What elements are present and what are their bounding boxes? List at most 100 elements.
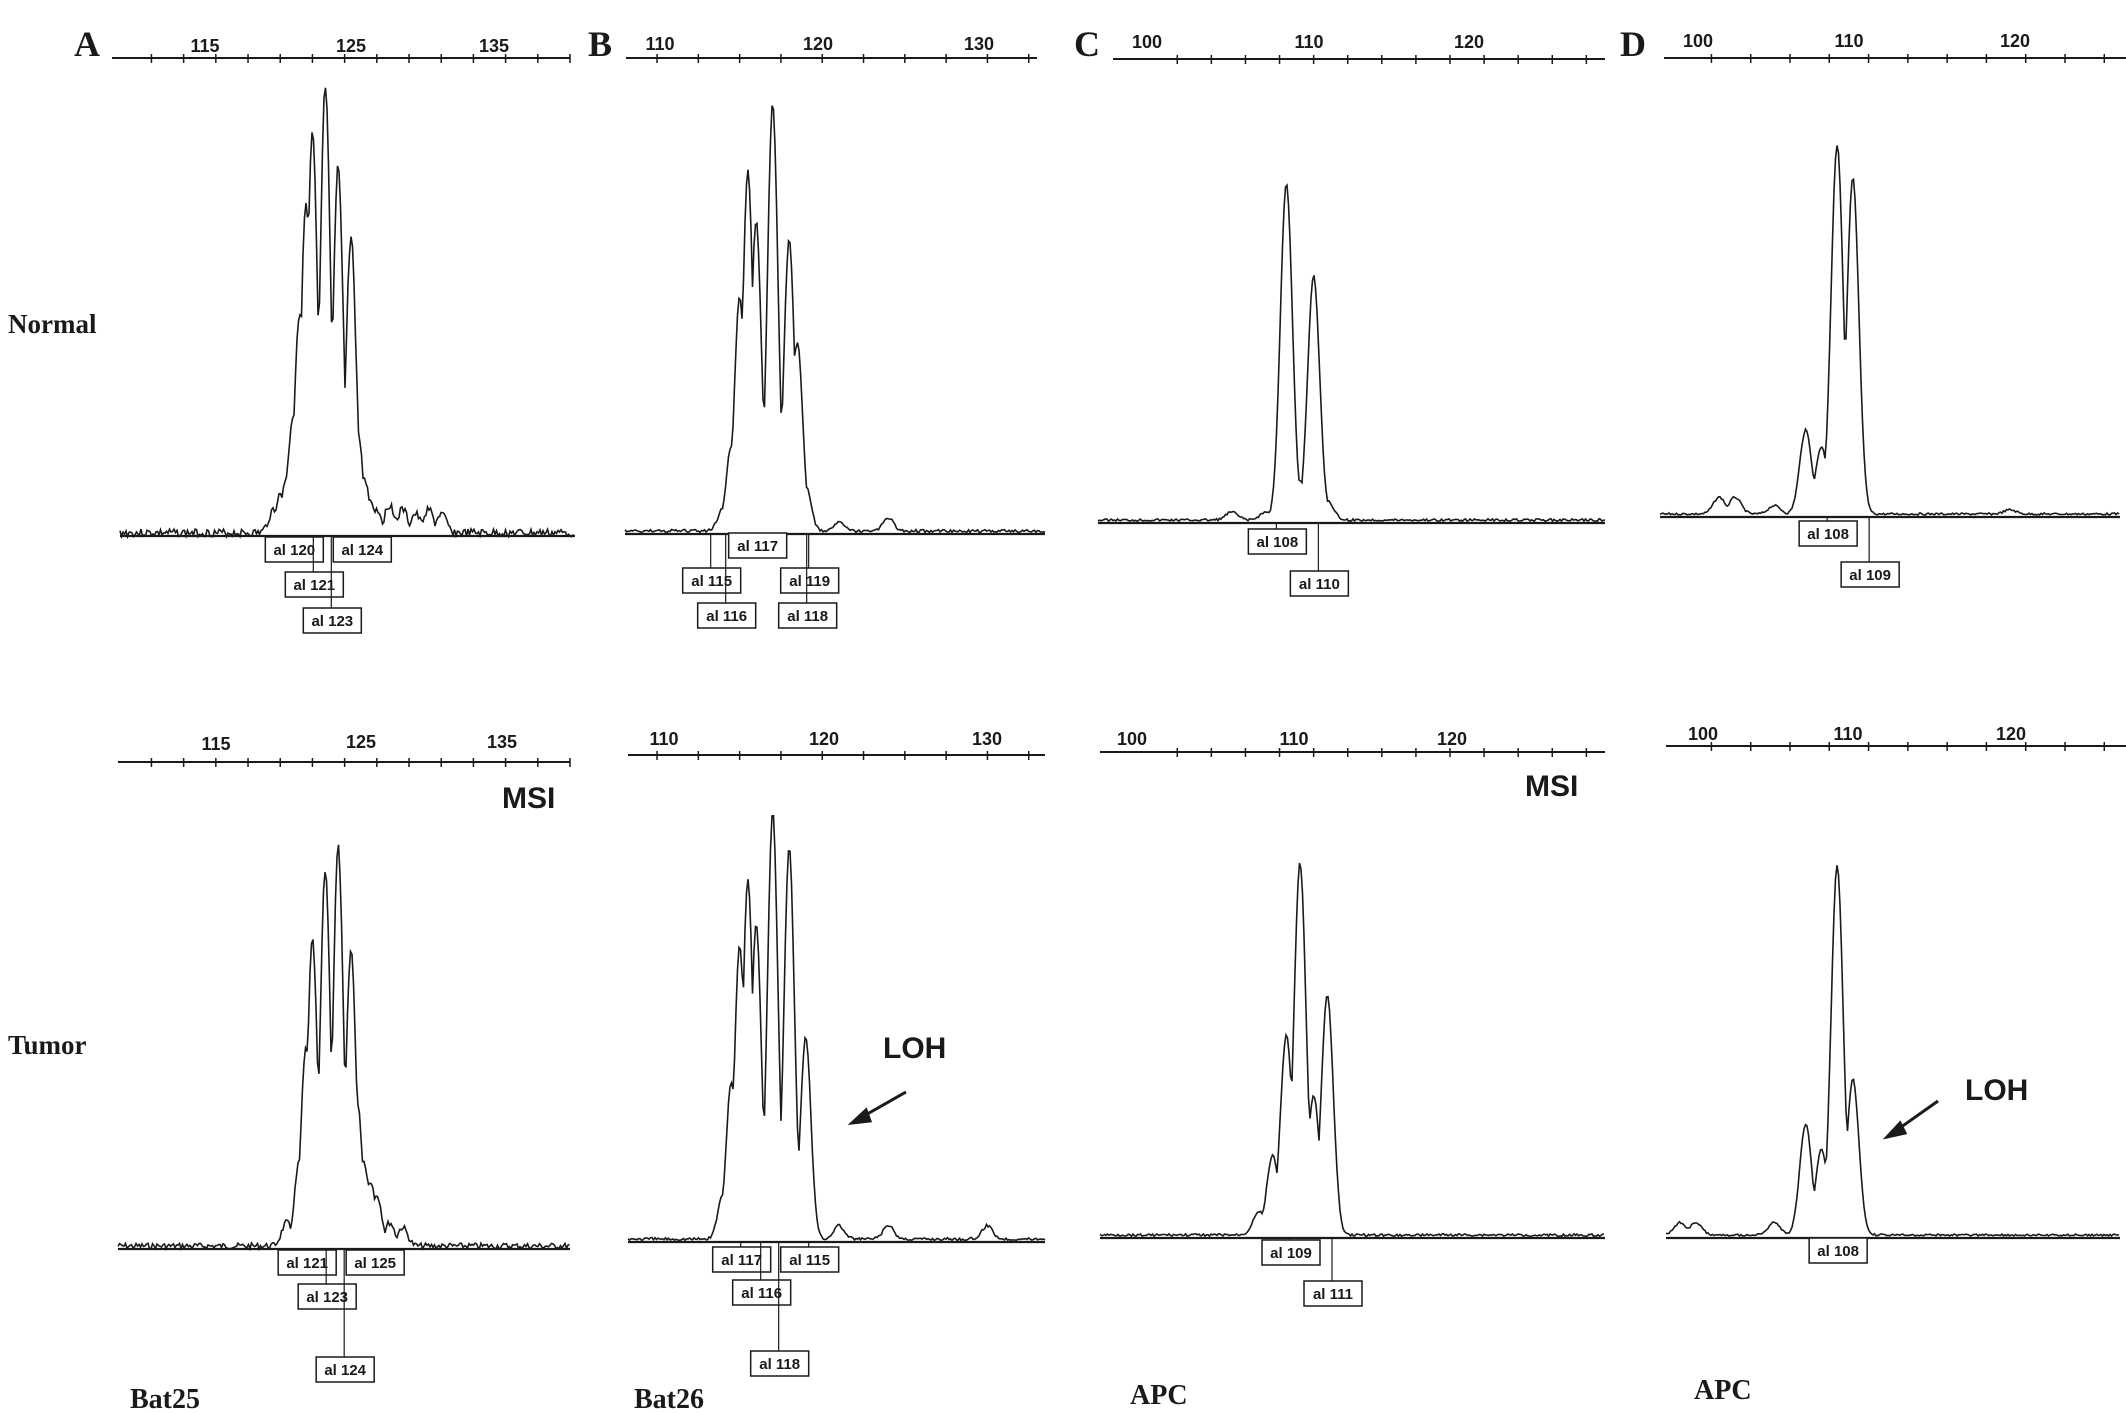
allele-label: al 115 (691, 573, 732, 590)
annotation-msi-c: MSI (1525, 770, 1578, 803)
allele-label: al 116 (741, 1285, 782, 1302)
marker-label-d: APC (1694, 1375, 1752, 1406)
panel-b-normal: 110 120 130 al 117 al 115 al 119 al 116 al 118 (624, 34, 1046, 629)
allele-box (284, 571, 345, 598)
axis-tick-label: 120 (1454, 32, 1484, 52)
signal-trace (627, 814, 1046, 1242)
allele-label: al 121 (286, 1255, 328, 1272)
signal-trace (1665, 865, 2120, 1238)
allele-label: al 118 (787, 608, 828, 625)
allele-label: al 116 (706, 608, 747, 625)
allele-label: al 118 (759, 1356, 800, 1373)
axis-tick-label: 120 (2000, 31, 2030, 51)
annotation-loh-d: LOH (1965, 1074, 2028, 1107)
panel-letter-d: D (1620, 24, 1646, 64)
panel-a-normal: 115 125 135 al 120 al 124 al 121 al 123 (112, 36, 575, 634)
axis-tick-label: 110 (1834, 31, 1863, 51)
annotation-msi-a: MSI (502, 782, 555, 815)
allele-box (681, 567, 742, 594)
loh-arrow-b (847, 1090, 907, 1125)
axis-tick-label: 120 (1437, 729, 1467, 749)
allele-box (345, 1249, 405, 1276)
loh-arrow-d (1882, 1099, 1939, 1140)
panel-letter-a: A (74, 24, 100, 64)
allele-box (749, 1350, 810, 1377)
signal-trace (624, 105, 1046, 534)
allele-box (1808, 1237, 1868, 1264)
allele-label: al 124 (341, 542, 383, 559)
axis-tick-label: 100 (1117, 729, 1147, 749)
axis-tick-label: 125 (346, 732, 376, 752)
allele-box (1798, 520, 1858, 547)
panel-b-tumor: 110 120 130 al 117 al 115 al 116 al 118 (627, 729, 1046, 1377)
allele-box (731, 1279, 792, 1306)
allele-label: al 121 (293, 577, 335, 594)
axis-tick-label: 100 (1683, 31, 1713, 51)
marker-label-a: Bat25 (130, 1384, 200, 1413)
panel-a-tumor: 115 125 135 al 121 al 125 al 123 al 124 (117, 732, 571, 1383)
allele-label: al 125 (354, 1255, 396, 1272)
signal-trace (117, 844, 570, 1252)
axis-tick-label: 100 (1688, 724, 1718, 744)
allele-box (779, 567, 840, 594)
axis-tick-label: 110 (1294, 32, 1323, 52)
allele-label: al 117 (737, 538, 778, 555)
allele-label: al 123 (311, 613, 353, 630)
axis-tick-label: 110 (1833, 724, 1862, 744)
allele-box (1247, 528, 1308, 555)
panel-letter-c: C (1074, 24, 1100, 64)
axis-tick-label: 100 (1132, 32, 1162, 52)
allele-label: al 119 (789, 573, 830, 590)
allele-box (332, 536, 393, 563)
allele-label: al 109 (1270, 1245, 1312, 1262)
allele-label: al 110 (1299, 576, 1340, 593)
allele-label: al 117 (721, 1252, 762, 1269)
panel-d-normal: 100 110 120 al 108 al 109 (1659, 31, 2126, 588)
signal-trace (1659, 145, 2120, 516)
allele-box (696, 602, 757, 629)
axis-tick-label: 110 (645, 34, 674, 54)
axis-tick-label: 115 (201, 734, 230, 754)
allele-box (315, 1356, 375, 1383)
allele-box (302, 607, 363, 634)
axis-tick-label: 115 (190, 36, 219, 56)
allele-label: al 124 (324, 1362, 366, 1379)
allele-box (1261, 1239, 1321, 1266)
panel-letter-b: B (588, 24, 612, 64)
allele-box (297, 1283, 357, 1310)
allele-label: al 111 (1313, 1286, 1353, 1303)
panel-d-tumor: 100 110 120 al 108 (1665, 724, 2126, 1264)
axis-tick-label: 110 (1279, 729, 1308, 749)
allele-box (779, 1246, 840, 1273)
allele-box (1840, 561, 1900, 588)
axis-tick-label: 120 (809, 729, 839, 749)
row-label-normal: Normal (8, 309, 97, 339)
allele-label: al 109 (1849, 567, 1891, 584)
axis-tick-label: 130 (964, 34, 994, 54)
allele-box (777, 602, 838, 629)
marker-label-c: APC (1130, 1380, 1188, 1411)
axis-tick-label: 120 (1996, 724, 2026, 744)
allele-label: al 108 (1817, 1243, 1859, 1260)
annotation-loh-b: LOH (883, 1032, 946, 1065)
axis-tick-label: 110 (649, 729, 678, 749)
allele-label: al 108 (1807, 526, 1849, 543)
allele-box (1303, 1280, 1363, 1307)
axis-tick-label: 120 (803, 34, 833, 54)
axis-tick-label: 130 (972, 729, 1002, 749)
panel-c-normal: 100 110 120 al 108 al 110 (1097, 32, 1606, 597)
signal-trace (1097, 183, 1606, 523)
axis-tick-label: 125 (336, 36, 366, 56)
allele-label: al 123 (306, 1289, 348, 1306)
signal-trace (119, 87, 575, 540)
allele-label: al 115 (789, 1252, 830, 1269)
axis-tick-label: 135 (487, 732, 517, 752)
marker-label-b: Bat26 (634, 1384, 704, 1413)
allele-box (727, 532, 788, 559)
axis-tick-label: 135 (479, 36, 509, 56)
row-label-tumor: Tumor (8, 1030, 87, 1060)
allele-box (1289, 570, 1350, 597)
panel-c-tumor: 100 110 120 al 109 al 111 (1099, 729, 1605, 1307)
